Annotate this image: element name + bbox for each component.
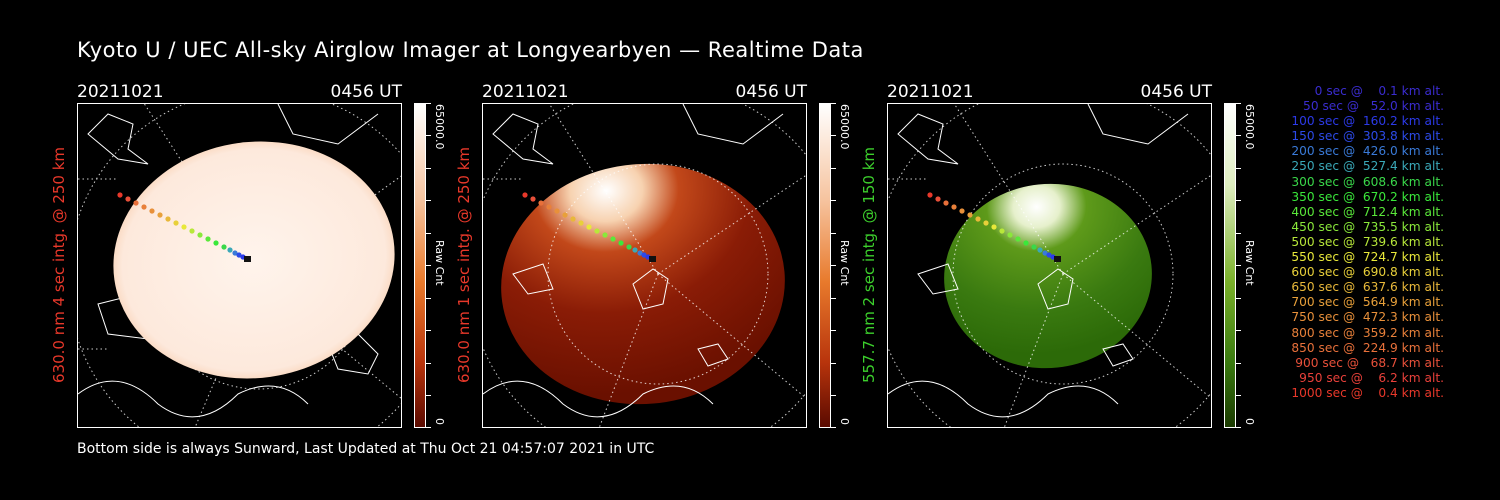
legend-row: 950 sec @ 6.2 km alt. [1295, 370, 1444, 385]
legend-row: 50 sec @ 52.0 km alt. [1295, 99, 1444, 114]
panel-time: 0456 UT [1140, 82, 1213, 102]
panel-wavelength-label: 557.7 nm 2 sec intg. @ 150 km [860, 146, 878, 384]
colorbar-min: 0 [1243, 418, 1256, 425]
colorbar-max: 65000.0 [838, 104, 851, 150]
colorbar-label: Raw Cnt [1243, 240, 1256, 286]
imager-panel-2: 20211021 0456 UT 630.0 nm 1 sec intg. @ … [455, 80, 872, 430]
legend-row: 500 sec @ 739.6 km alt. [1287, 234, 1444, 249]
colorbar-label: Raw Cnt [838, 240, 851, 286]
imager-panel-1: 20211021 0456 UT 630.0 nm 4 sec intg. @ … [50, 80, 467, 430]
legend-row: 900 sec @ 68.7 km alt. [1291, 355, 1444, 370]
allsky-image-map[interactable] [482, 103, 807, 428]
panel-time: 0456 UT [330, 82, 403, 102]
legend-row: 750 sec @ 472.3 km alt. [1287, 310, 1444, 325]
allsky-image-map[interactable] [887, 103, 1212, 428]
colorbar-ticks [1236, 103, 1242, 428]
imager-panel-3: 20211021 0456 UT 557.7 nm 2 sec intg. @ … [860, 80, 1277, 430]
legend-row: 400 sec @ 712.4 km alt. [1287, 204, 1444, 219]
colorbar-label: Raw Cnt [433, 240, 446, 286]
legend-row: 650 sec @ 637.6 km alt. [1287, 280, 1444, 295]
legend-row: 800 sec @ 359.2 km alt. [1287, 325, 1444, 340]
legend-row: 350 sec @ 670.2 km alt. [1287, 189, 1444, 204]
trajectory-legend: 0 sec @ 0.1 km alt. 50 sec @ 52.0 km alt… [1262, 84, 1444, 401]
panel-date: 20211021 [77, 82, 164, 102]
legend-row: 450 sec @ 735.5 km alt. [1287, 219, 1444, 234]
allsky-image-map[interactable] [77, 103, 402, 428]
legend-row: 150 sec @ 303.8 km alt. [1287, 129, 1444, 144]
legend-row: 200 sec @ 426.0 km alt. [1287, 144, 1444, 159]
page-title: Kyoto U / UEC All-sky Airglow Imager at … [77, 38, 864, 62]
colorbar-max: 65000.0 [1243, 104, 1256, 150]
trajectory-dots [117, 192, 251, 262]
panel-wavelength-label: 630.0 nm 4 sec intg. @ 250 km [50, 146, 68, 384]
panel-time: 0456 UT [735, 82, 808, 102]
trajectory-dots [522, 192, 656, 262]
legend-row: 850 sec @ 224.9 km alt. [1287, 340, 1444, 355]
trajectory-dots [927, 192, 1061, 262]
legend-row: 0 sec @ 0.1 km alt. [1303, 84, 1444, 98]
colorbar-ticks [426, 103, 432, 428]
legend-row: 550 sec @ 724.7 km alt. [1287, 250, 1444, 265]
footer-status: Bottom side is always Sunward, Last Upda… [77, 441, 655, 457]
legend-row: 1000 sec @ 0.4 km alt. [1291, 385, 1444, 400]
colorbar-min: 0 [433, 418, 446, 425]
colorbar-max: 65000.0 [433, 104, 446, 150]
colorbar-min: 0 [838, 418, 851, 425]
legend-row: 300 sec @ 608.6 km alt. [1287, 174, 1444, 189]
colorbar [819, 103, 831, 428]
panel-date: 20211021 [482, 82, 569, 102]
colorbar [1224, 103, 1236, 428]
panel-wavelength-label: 630.0 nm 1 sec intg. @ 250 km [455, 146, 473, 384]
panel-date: 20211021 [887, 82, 974, 102]
legend-row: 700 sec @ 564.9 km alt. [1287, 295, 1444, 310]
legend-row: 250 sec @ 527.4 km alt. [1287, 159, 1444, 174]
legend-row: 600 sec @ 690.8 km alt. [1287, 265, 1444, 280]
legend-row: 100 sec @ 160.2 km alt. [1287, 114, 1444, 129]
colorbar [414, 103, 426, 428]
colorbar-ticks [831, 103, 837, 428]
